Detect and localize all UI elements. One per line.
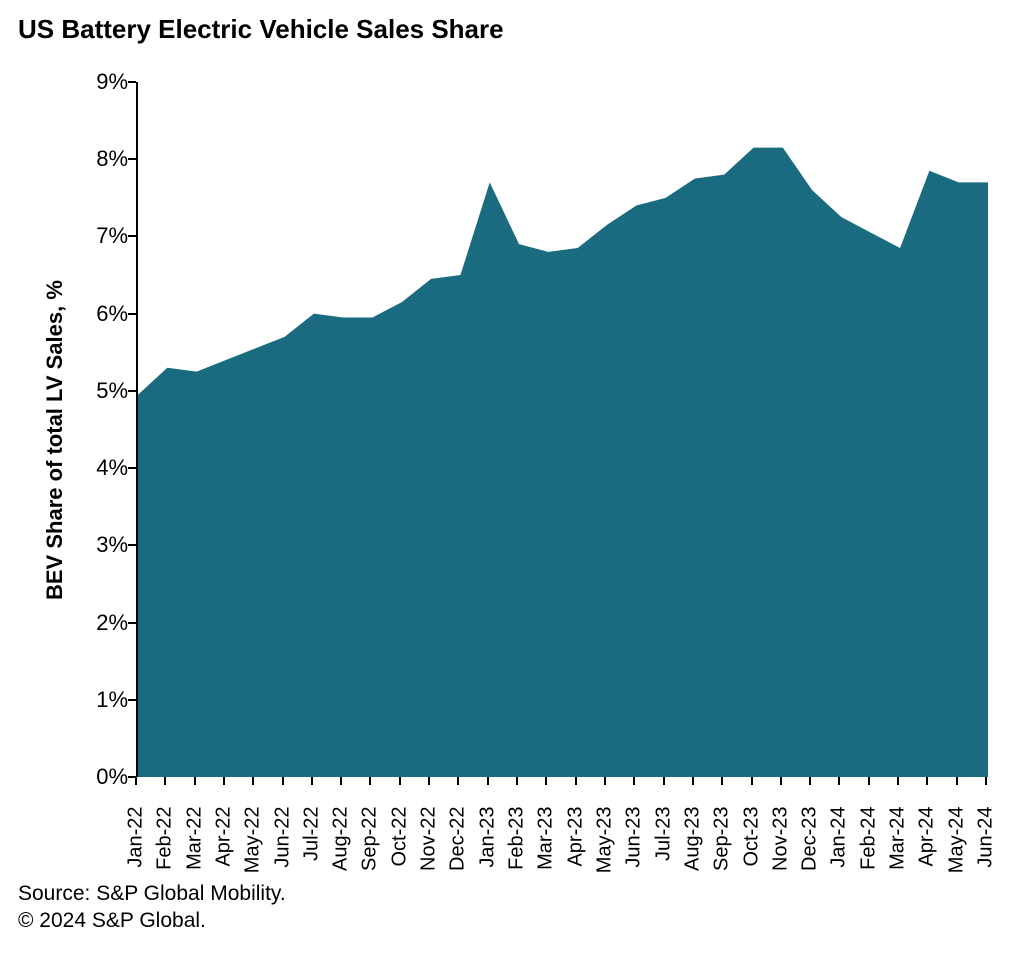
x-tick-mark: [516, 777, 518, 785]
x-tick-mark: [223, 777, 225, 785]
y-tick-mark: [128, 390, 136, 392]
x-tick-label: Jun-23: [623, 807, 646, 887]
x-tick-label: Feb-24: [857, 807, 880, 887]
x-tick-mark: [838, 777, 840, 785]
x-tick-mark: [604, 777, 606, 785]
x-tick-label: Jun-24: [975, 807, 998, 887]
y-axis-label: BEV Share of total LV Sales, %: [42, 280, 68, 600]
source-line-1: Source: S&P Global Mobility.: [18, 882, 286, 906]
y-tick-label: 8%: [78, 146, 128, 172]
y-tick-label: 9%: [78, 69, 128, 95]
y-tick-mark: [128, 158, 136, 160]
y-tick-label: 2%: [78, 610, 128, 636]
x-tick-mark: [399, 777, 401, 785]
chart-title: US Battery Electric Vehicle Sales Share: [18, 14, 504, 45]
x-tick-label: Mar-24: [887, 807, 910, 887]
x-tick-mark: [721, 777, 723, 785]
x-tick-label: Mar-22: [183, 807, 206, 887]
x-tick-mark: [340, 777, 342, 785]
y-tick-label: 3%: [78, 532, 128, 558]
y-tick-mark: [128, 622, 136, 624]
chart-container: US Battery Electric Vehicle Sales Share …: [0, 0, 1024, 970]
x-tick-label: Jul-23: [652, 807, 675, 887]
y-tick-label: 5%: [78, 378, 128, 404]
x-tick-mark: [985, 777, 987, 785]
x-tick-mark: [311, 777, 313, 785]
x-tick-mark: [457, 777, 459, 785]
y-tick-label: 0%: [78, 764, 128, 790]
x-tick-label: Feb-23: [506, 807, 529, 887]
x-tick-label: Mar-23: [535, 807, 558, 887]
y-tick-mark: [128, 544, 136, 546]
x-tick-label: Nov-22: [418, 807, 441, 887]
y-tick-label: 1%: [78, 687, 128, 713]
y-tick-label: 7%: [78, 223, 128, 249]
x-tick-mark: [956, 777, 958, 785]
x-tick-label: Apr-22: [212, 807, 235, 887]
x-tick-label: Jan-22: [125, 807, 148, 887]
x-tick-mark: [428, 777, 430, 785]
x-tick-label: Jul-22: [300, 807, 323, 887]
x-tick-mark: [751, 777, 753, 785]
x-tick-label: Apr-23: [564, 807, 587, 887]
y-tick-mark: [128, 467, 136, 469]
x-tick-label: Jan-23: [476, 807, 499, 887]
x-tick-label: Sep-22: [359, 807, 382, 887]
x-tick-label: May-23: [593, 807, 616, 887]
x-tick-label: Jun-22: [271, 807, 294, 887]
y-tick-label: 6%: [78, 301, 128, 327]
x-tick-mark: [663, 777, 665, 785]
x-tick-mark: [780, 777, 782, 785]
y-tick-mark: [128, 235, 136, 237]
x-tick-label: Feb-22: [154, 807, 177, 887]
x-tick-label: May-22: [242, 807, 265, 887]
x-tick-mark: [164, 777, 166, 785]
x-tick-mark: [545, 777, 547, 785]
area-chart-svg: [138, 82, 988, 777]
x-tick-mark: [692, 777, 694, 785]
x-tick-label: Dec-22: [447, 807, 470, 887]
y-tick-mark: [128, 699, 136, 701]
plot-area: [136, 82, 986, 777]
x-tick-mark: [282, 777, 284, 785]
x-tick-mark: [575, 777, 577, 785]
x-tick-label: Jan-24: [828, 807, 851, 887]
x-tick-label: May-24: [945, 807, 968, 887]
x-tick-mark: [897, 777, 899, 785]
source-line-2: © 2024 S&P Global.: [18, 909, 206, 933]
x-tick-mark: [252, 777, 254, 785]
x-tick-mark: [926, 777, 928, 785]
y-tick-mark: [128, 313, 136, 315]
x-tick-mark: [135, 777, 137, 785]
x-tick-label: Oct-23: [740, 807, 763, 887]
x-tick-label: Nov-23: [769, 807, 792, 887]
x-tick-mark: [369, 777, 371, 785]
x-tick-mark: [868, 777, 870, 785]
x-tick-mark: [487, 777, 489, 785]
x-tick-label: Aug-23: [681, 807, 704, 887]
x-tick-label: Sep-23: [711, 807, 734, 887]
x-tick-label: Dec-23: [799, 807, 822, 887]
x-tick-label: Aug-22: [330, 807, 353, 887]
x-tick-mark: [633, 777, 635, 785]
y-tick-label: 4%: [78, 455, 128, 481]
x-tick-mark: [809, 777, 811, 785]
area-series: [138, 148, 988, 777]
x-tick-label: Apr-24: [916, 807, 939, 887]
y-tick-mark: [128, 81, 136, 83]
x-tick-mark: [194, 777, 196, 785]
x-tick-label: Oct-22: [388, 807, 411, 887]
